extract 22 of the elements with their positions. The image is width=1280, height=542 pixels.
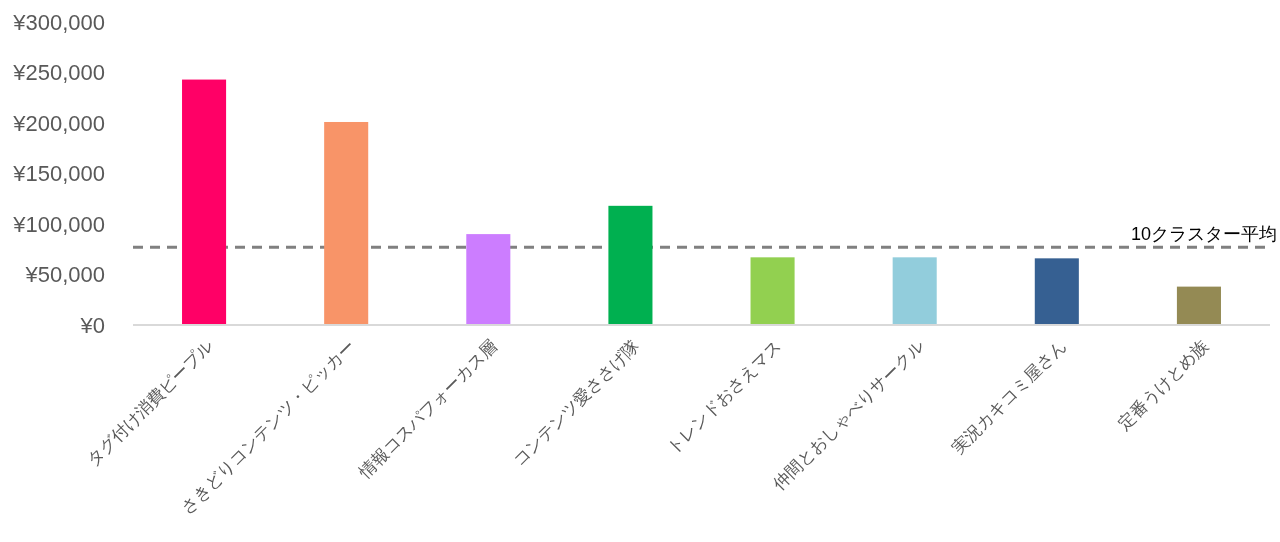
x-tick-label: 情報コスパフォーカス層 — [354, 336, 502, 483]
x-tick-label: コンテンツ愛ささげ隊 — [509, 336, 644, 470]
ref-line-label: 10クラスター平均 — [1130, 224, 1277, 245]
bar — [750, 257, 795, 325]
y-tick-label: ¥0 — [79, 312, 105, 338]
bar — [1176, 286, 1221, 325]
y-tick-label: ¥150,000 — [12, 161, 105, 186]
bar — [1034, 258, 1079, 325]
y-tick-label: ¥50,000 — [24, 262, 105, 287]
x-tick-label: トレンドおさえマス — [663, 336, 786, 458]
y-tick-label: ¥100,000 — [12, 211, 105, 237]
x-tick-label: 定番うけとめ族 — [1114, 336, 1212, 434]
bar — [182, 79, 227, 325]
x-tick-label: 実況カキコミ屋さん — [947, 336, 1070, 458]
x-tick-label: タグ付け消費ピープル — [83, 336, 217, 470]
bar — [892, 257, 937, 325]
y-tick-label: ¥200,000 — [12, 110, 105, 136]
y-tick-label: ¥300,000 — [12, 9, 105, 35]
bar — [608, 205, 653, 325]
bar — [324, 121, 369, 325]
y-tick-label: ¥250,000 — [12, 60, 105, 85]
bar — [466, 234, 511, 325]
